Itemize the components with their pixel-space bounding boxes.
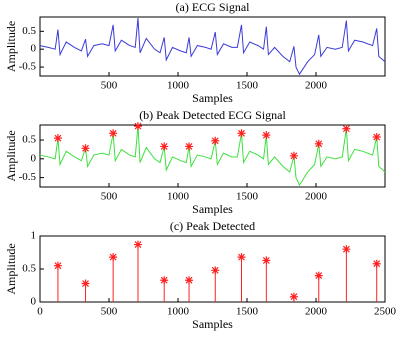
x-tick-label: 2000 xyxy=(305,306,328,318)
peak-marker xyxy=(160,142,169,151)
y-tick-label: 0 xyxy=(31,152,37,164)
y-axis-label: Amplitude xyxy=(4,130,18,181)
x-tick-label: 1500 xyxy=(236,306,259,318)
axes-box xyxy=(39,235,386,303)
x-tick-label: 1500 xyxy=(236,80,259,92)
peak-marker xyxy=(314,139,323,148)
x-tick-label: 1000 xyxy=(167,80,190,92)
peak-marker xyxy=(53,134,62,143)
y-tick-label: -0.5 xyxy=(19,61,37,73)
x-tick-label: 2500 xyxy=(374,306,397,318)
stem-marker xyxy=(314,271,323,280)
peak-marker xyxy=(262,131,271,140)
y-axis-label: Amplitude xyxy=(4,21,18,72)
x-tick-label: 1500 xyxy=(236,191,259,203)
stem-marker xyxy=(53,261,62,270)
x-axis-label: Samples xyxy=(192,202,233,216)
y-tick-label: 0.5 xyxy=(22,25,36,37)
stem-marker xyxy=(211,266,220,275)
peak-marker xyxy=(372,133,381,142)
axes-box xyxy=(39,16,386,77)
signal-line xyxy=(39,18,386,76)
chart-title: (c) Peak Detected xyxy=(170,219,255,233)
peak-marker xyxy=(109,129,118,138)
chart-title: (b) Peak Detected ECG Signal xyxy=(139,108,286,122)
x-tick-label: 500 xyxy=(101,306,118,318)
stem-marker xyxy=(160,276,169,285)
y-tick-label: 0 xyxy=(31,296,37,308)
stem-marker xyxy=(342,245,351,254)
peak-marker xyxy=(81,144,90,153)
stem-marker xyxy=(185,276,194,285)
y-tick-label: 0.5 xyxy=(22,134,36,146)
x-tick-label: 1000 xyxy=(167,306,190,318)
axes-box xyxy=(39,124,386,188)
stem-marker xyxy=(81,279,90,288)
peak-marker xyxy=(342,124,351,133)
x-tick-label: 2000 xyxy=(305,80,328,92)
peak-marker xyxy=(211,136,220,145)
y-tick-label: -0.5 xyxy=(19,171,37,183)
x-tick-label: 500 xyxy=(101,191,118,203)
y-tick-label: 0.5 xyxy=(22,263,36,275)
x-axis-label: Samples xyxy=(192,91,233,105)
y-tick-label: 1 xyxy=(31,230,37,242)
stem-marker xyxy=(289,292,298,301)
x-tick-label: 2000 xyxy=(305,191,328,203)
signal-line xyxy=(39,126,386,187)
peak-marker xyxy=(289,151,298,160)
peak-marker xyxy=(133,122,142,131)
peak-marker xyxy=(185,142,194,151)
stem-marker xyxy=(133,240,142,249)
x-axis-label: Samples xyxy=(192,317,233,331)
x-tick-label: 500 xyxy=(101,80,118,92)
stem-marker xyxy=(237,253,246,262)
stem-marker xyxy=(262,256,271,265)
chart-title: (a) ECG Signal xyxy=(176,0,251,14)
x-tick-label: 1000 xyxy=(167,191,190,203)
x-tick-label: 0 xyxy=(37,306,43,318)
stem-marker xyxy=(372,259,381,268)
y-tick-label: 0 xyxy=(31,43,37,55)
peak-marker xyxy=(237,129,246,138)
stem-marker xyxy=(109,253,118,262)
y-axis-label: Amplitude xyxy=(4,243,18,294)
